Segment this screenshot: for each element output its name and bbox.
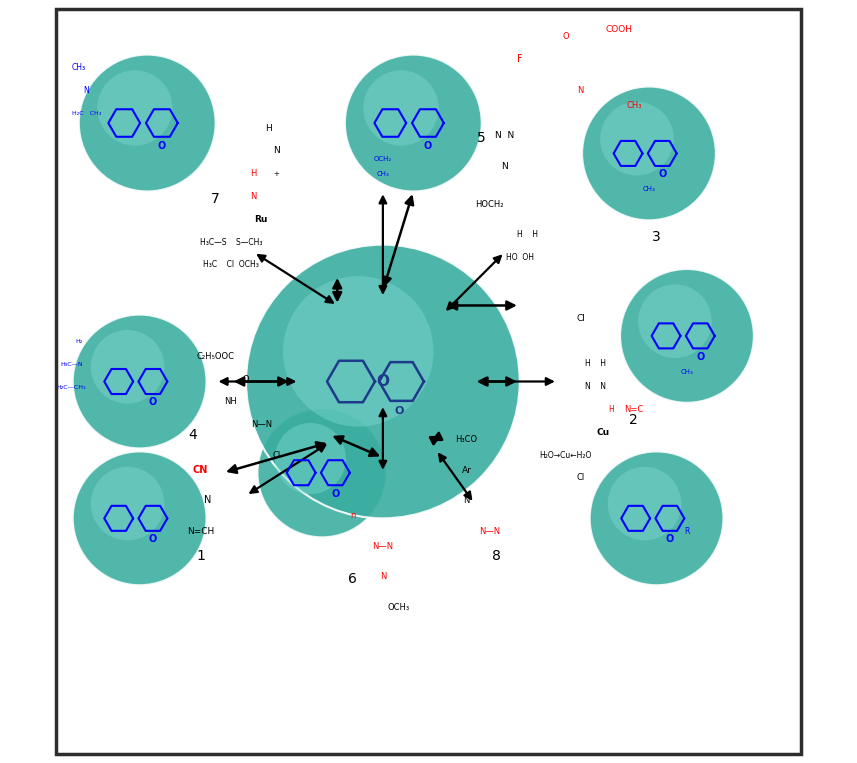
Text: C₂H₅OOC: C₂H₅OOC [196, 352, 235, 361]
Text: Ru: Ru [255, 215, 268, 224]
Text: H₃C    Cl  OCH₃: H₃C Cl OCH₃ [203, 260, 259, 269]
Text: O: O [243, 375, 249, 384]
Text: OCH₂: OCH₂ [374, 156, 392, 162]
Text: CN: CN [193, 465, 208, 475]
Text: Cl: Cl [577, 473, 584, 482]
Circle shape [608, 467, 681, 540]
Circle shape [275, 423, 346, 494]
Text: N: N [273, 146, 280, 156]
Text: O: O [424, 141, 432, 151]
Text: N: N [380, 572, 386, 581]
Text: n: n [350, 511, 355, 520]
Circle shape [73, 452, 207, 585]
Circle shape [600, 102, 674, 175]
Text: 3: 3 [652, 230, 661, 244]
Text: Ar: Ar [462, 465, 471, 475]
Text: +: + [273, 171, 279, 177]
Circle shape [582, 86, 716, 221]
Text: N=CH: N=CH [187, 526, 214, 536]
Text: H: H [266, 124, 273, 133]
Circle shape [79, 55, 216, 192]
Text: F: F [517, 54, 523, 64]
Text: H: H [608, 405, 614, 414]
Text: HO  OH: HO OH [506, 253, 534, 262]
Circle shape [98, 70, 172, 146]
Circle shape [283, 276, 434, 427]
Text: R: R [684, 526, 690, 536]
Text: N: N [204, 495, 212, 505]
Text: H₂O→Cu←H₂O: H₂O→Cu←H₂O [539, 450, 591, 459]
Text: N: N [464, 496, 470, 505]
Text: 4: 4 [189, 428, 197, 442]
Text: 8: 8 [493, 549, 501, 563]
Text: H₂: H₂ [75, 340, 82, 344]
Text: H    H: H H [517, 230, 538, 239]
Text: N—N: N—N [372, 542, 393, 551]
Text: Cl: Cl [273, 450, 280, 459]
Text: NH: NH [225, 398, 237, 407]
Text: N: N [250, 192, 257, 201]
Text: 2: 2 [629, 413, 638, 427]
Text: Cu: Cu [596, 428, 610, 436]
Text: HOCH₂: HOCH₂ [475, 200, 504, 208]
Text: O: O [376, 374, 389, 389]
Text: O: O [158, 141, 166, 151]
Text: 6: 6 [348, 572, 357, 586]
Text: N  N: N N [494, 131, 514, 140]
Circle shape [638, 285, 711, 358]
Text: O: O [562, 32, 569, 41]
Text: CH₃: CH₃ [626, 101, 642, 110]
Text: CH₃: CH₃ [72, 63, 86, 72]
Circle shape [73, 314, 207, 449]
Text: O: O [149, 534, 157, 544]
Circle shape [590, 452, 723, 585]
Text: N: N [501, 162, 508, 171]
Text: 1: 1 [196, 549, 205, 563]
Text: Cl: Cl [576, 314, 585, 323]
Text: COOH: COOH [605, 25, 632, 34]
Text: H₃CO: H₃CO [455, 436, 477, 444]
Text: H: H [250, 169, 257, 179]
Circle shape [91, 330, 165, 404]
Text: H    H: H H [585, 359, 606, 369]
Text: CH₃: CH₃ [376, 171, 389, 177]
Text: H₂C—CH₃: H₂C—CH₃ [57, 385, 86, 390]
Text: CH₃: CH₃ [643, 186, 656, 192]
Text: O: O [394, 406, 404, 416]
Text: N: N [83, 85, 89, 95]
Circle shape [620, 269, 754, 403]
Text: N: N [578, 85, 584, 95]
Text: O: O [658, 169, 667, 179]
Circle shape [246, 245, 519, 518]
Circle shape [91, 467, 165, 540]
Text: O: O [332, 488, 339, 499]
Text: H₃C—N: H₃C—N [60, 362, 82, 367]
Text: 7: 7 [212, 192, 220, 206]
Circle shape [257, 408, 387, 537]
Text: H₂C   CH₃: H₂C CH₃ [72, 111, 101, 117]
Circle shape [345, 55, 482, 192]
Circle shape [363, 70, 439, 146]
Text: O: O [149, 398, 157, 407]
Text: OCH₃: OCH₃ [387, 603, 409, 612]
Text: N—N: N—N [251, 420, 272, 429]
Text: N=C: N=C [624, 405, 644, 414]
Text: 5: 5 [477, 131, 486, 145]
Text: N    N: N N [585, 382, 606, 391]
Text: O: O [696, 352, 704, 362]
Text: H₃C—S    S—CH₃: H₃C—S S—CH₃ [200, 237, 262, 246]
Text: N—N: N—N [479, 526, 500, 536]
Text: CH₃: CH₃ [680, 369, 693, 375]
Text: O: O [666, 534, 674, 544]
